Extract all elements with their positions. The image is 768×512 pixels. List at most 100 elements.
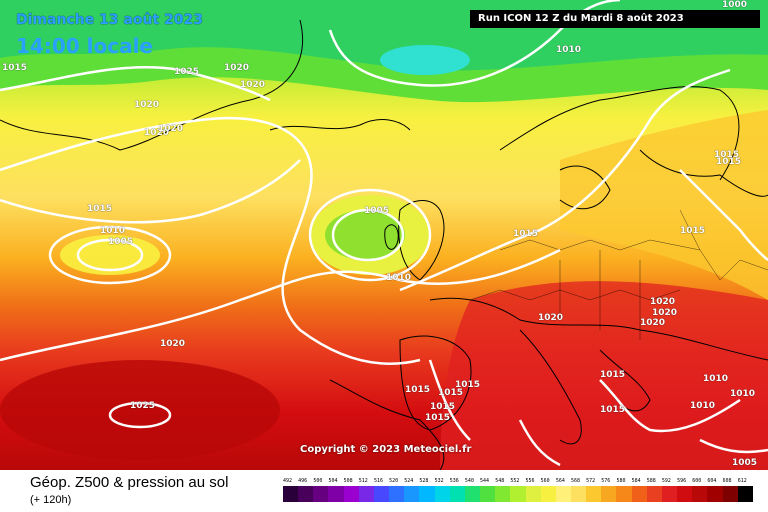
model-run-info: Run ICON 12 Z du Mardi 8 août 2023 xyxy=(470,10,760,28)
legend-level-label: 592 xyxy=(661,478,671,484)
legend-swatch xyxy=(495,486,511,502)
isobar-label: 1015 xyxy=(425,413,451,423)
legend-swatch xyxy=(358,486,374,502)
legend-swatch xyxy=(616,486,632,502)
legend-swatch xyxy=(464,486,481,502)
legend-swatch xyxy=(601,486,617,502)
isobar-label: 1015 xyxy=(87,204,113,214)
borders xyxy=(469,209,768,340)
legend-level-label: 524 xyxy=(404,478,414,484)
isobar-label: 1010 xyxy=(386,273,412,283)
forecast-local-time: 14:00 locale xyxy=(16,34,153,58)
forecast-date: Dimanche 13 août 2023 xyxy=(16,12,203,28)
legend-swatch xyxy=(586,486,602,502)
legend-swatch xyxy=(540,486,556,502)
legend-level-label: 600 xyxy=(692,478,702,484)
z500-low-ireland-inner xyxy=(325,210,405,260)
legend-level-label: 552 xyxy=(510,478,520,484)
legend-swatch xyxy=(525,486,541,502)
legend-level-label: 508 xyxy=(343,478,353,484)
legend-level-label: 496 xyxy=(298,478,308,484)
legend-swatch xyxy=(646,486,662,502)
legend-swatch xyxy=(313,486,329,502)
isobar-label: 1015 xyxy=(2,63,28,73)
copyright-text: Copyright © 2023 Meteociel.fr xyxy=(300,444,472,455)
legend-level-label: 492 xyxy=(283,478,293,484)
isobar-label: 1000 xyxy=(722,0,748,10)
isobar-label: 1010 xyxy=(703,374,729,384)
legend-level-label: 520 xyxy=(389,478,399,484)
isobar-label: 1015 xyxy=(405,385,431,395)
legend-swatch xyxy=(298,486,314,502)
legend-swatch xyxy=(419,486,435,502)
legend-swatch xyxy=(737,486,753,502)
isobar-label: 1020 xyxy=(134,100,160,110)
isobar-label: 1020 xyxy=(224,63,250,73)
legend-swatch xyxy=(510,486,526,502)
legend-level-label: 556 xyxy=(525,478,535,484)
legend-level-label: 596 xyxy=(677,478,687,484)
legend-swatch xyxy=(707,486,723,502)
coastlines xyxy=(0,19,768,470)
z500-band-east xyxy=(560,110,768,300)
legend-level-label: 516 xyxy=(373,478,383,484)
map-footer: Géop. Z500 & pression au sol (+ 120h) 49… xyxy=(0,470,768,512)
z500-low-north xyxy=(380,45,470,75)
parameter-title: Géop. Z500 & pression au sol xyxy=(30,474,229,491)
legend-swatches xyxy=(283,486,753,502)
legend-swatch xyxy=(404,486,420,502)
isobar-label: 1010 xyxy=(100,226,126,236)
legend-level-label: 612 xyxy=(737,478,747,484)
isobar-label: 1015 xyxy=(716,157,742,167)
legend-level-label: 604 xyxy=(707,478,717,484)
legend-swatch xyxy=(692,486,708,502)
isobar-label: 1020 xyxy=(160,339,186,349)
isobar-label: 1020 xyxy=(640,318,666,328)
legend-swatch xyxy=(283,486,299,502)
legend-level-label: 608 xyxy=(722,478,732,484)
legend-level-label: 512 xyxy=(358,478,368,484)
legend-swatch xyxy=(570,486,587,502)
legend-level-label: 544 xyxy=(480,478,490,484)
isobar-label: 1015 xyxy=(438,388,464,398)
legend-swatch xyxy=(631,486,647,502)
legend-swatch xyxy=(434,486,450,502)
isobar-label: 1020 xyxy=(652,308,678,318)
legend-swatch xyxy=(328,486,344,502)
isobar-label: 1020 xyxy=(240,80,266,90)
isobar-label: 1025 xyxy=(174,67,200,77)
legend-swatch xyxy=(449,486,465,502)
isobar-label: 1015 xyxy=(513,229,539,239)
legend-swatch xyxy=(555,486,571,502)
legend-level-label: 568 xyxy=(570,478,580,484)
legend-swatch xyxy=(677,486,693,502)
legend-level-label: 572 xyxy=(586,478,596,484)
legend-level-label: 540 xyxy=(464,478,474,484)
legend-level-label: 536 xyxy=(449,478,459,484)
isobar-label: 1015 xyxy=(430,402,456,412)
isobar-label: 1005 xyxy=(364,206,390,216)
isobars xyxy=(0,0,768,465)
legend-level-label: 500 xyxy=(313,478,323,484)
legend-level-label: 504 xyxy=(328,478,338,484)
isobar-label: 1010 xyxy=(730,389,756,399)
isobar-label: 1025 xyxy=(130,401,156,411)
isobar-label: 1020 xyxy=(158,124,184,134)
legend-swatch xyxy=(389,486,405,502)
isobar-label: 1020 xyxy=(650,297,676,307)
map-canvas xyxy=(0,0,768,470)
weather-map: 1015 1025 1020 1020 1020 1020 1020 1010 1000 1015… xyxy=(0,0,768,470)
isobar-label: 1015 xyxy=(455,380,481,390)
isobar-label: 1005 xyxy=(108,237,134,247)
legend-swatch xyxy=(661,486,678,502)
isobar-label: 1005 xyxy=(732,458,758,468)
legend-level-label: 548 xyxy=(495,478,505,484)
isobar-label: 1015 xyxy=(600,405,626,415)
legend-swatch xyxy=(722,486,738,502)
isobar-label: 1015 xyxy=(600,370,626,380)
legend-swatch xyxy=(343,486,359,502)
legend-labels: 492 496 500 504 508 512 516 520 524 528 532 536 540 5… xyxy=(283,478,753,484)
legend-level-label: 584 xyxy=(631,478,641,484)
legend-level-label: 580 xyxy=(616,478,626,484)
legend-level-label: 564 xyxy=(555,478,565,484)
